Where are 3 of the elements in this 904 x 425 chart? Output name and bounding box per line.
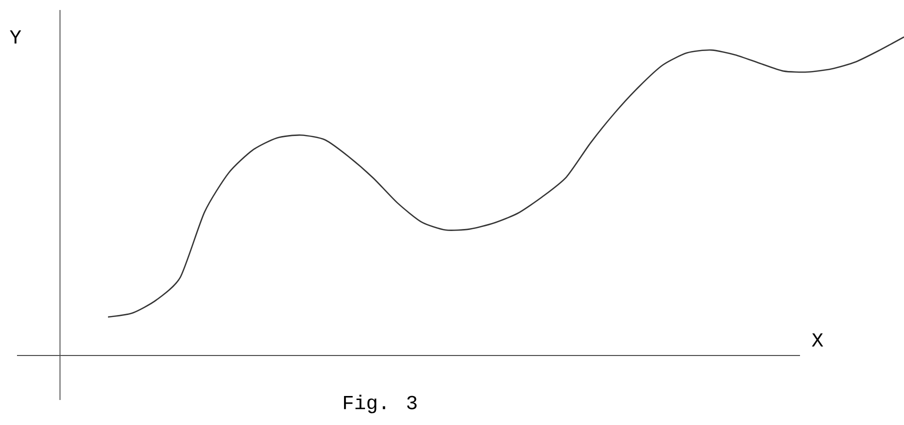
- x-axis-title: X: [812, 333, 824, 347]
- caption: Fig. 3: [344, 394, 417, 414]
- y-axis-title: Y: [10, 30, 22, 44]
